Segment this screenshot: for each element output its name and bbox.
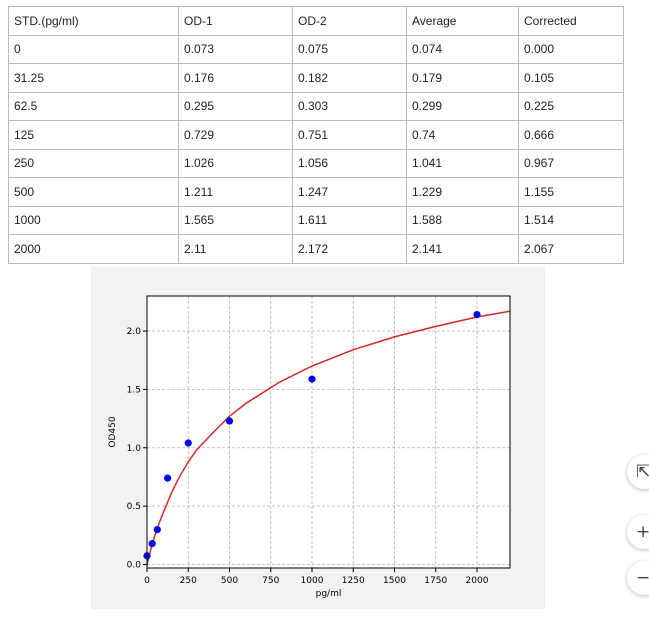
plot-area: [147, 296, 510, 568]
table-cell: 0.225: [518, 91, 624, 121]
x-tick-label: 2000: [466, 576, 489, 586]
zoom-out-button[interactable]: −: [627, 561, 649, 595]
data-point: [153, 525, 161, 534]
table-row: 31.25 0.176 0.182 0.179 0.105: [8, 63, 624, 93]
table-row: 500 1.211 1.247 1.229 1.155: [8, 177, 624, 207]
header-cell: OD-1: [178, 6, 293, 36]
table-cell: 1.247: [292, 177, 407, 207]
y-axis-label: OD450: [108, 416, 118, 447]
table-cell: 0.105: [518, 63, 624, 93]
table-cell: 1.588: [406, 205, 519, 235]
table-cell: 0.179: [406, 63, 519, 93]
table-cell: 0.74: [406, 120, 519, 150]
x-tick-label: 0: [144, 576, 150, 586]
table-cell: 62.5: [8, 91, 179, 121]
table-cell: 500: [8, 177, 179, 207]
data-point: [148, 540, 156, 548]
table-body: STD.(pg/ml) OD-1 OD-2 Average Corrected 0 0.07…: [8, 6, 624, 264]
x-axis-label: pg/ml: [316, 589, 342, 599]
zoom-in-button[interactable]: +: [627, 515, 649, 549]
table-row: 2000 2.11 2.172 2.141 2.067: [8, 234, 624, 264]
table-cell: 0.666: [518, 120, 624, 150]
header-cell: Average: [406, 6, 519, 36]
table-cell: 125: [8, 120, 179, 150]
minus-icon: −: [636, 568, 649, 588]
table-cell: 0.073: [178, 34, 293, 64]
data-point: [308, 375, 316, 383]
table-cell: 2.141: [406, 234, 519, 264]
header-cell: STD.(pg/ml): [8, 6, 179, 36]
table-cell: 0: [8, 34, 179, 64]
table-header-row: STD.(pg/ml) OD-1 OD-2 Average Corrected: [8, 6, 624, 36]
y-tick-label: 1.5: [127, 385, 141, 395]
table-cell: 0.176: [178, 63, 293, 93]
table-row: 1000 1.565 1.611 1.588 1.514: [8, 205, 624, 235]
standard-curve-chart: 0 250 500 750 1000 1250 1500 1750 2000 0.0 0.5 1.0 1…: [91, 267, 545, 609]
table-row: 62.5 0.295 0.303 0.299 0.225: [8, 91, 624, 121]
y-tick-label: 0.0: [127, 560, 142, 570]
table-cell: 1.565: [178, 205, 293, 235]
table-cell: 31.25: [8, 63, 179, 93]
x-tick-label: 1500: [383, 576, 406, 586]
data-point: [164, 474, 172, 482]
table-cell: 0.074: [406, 34, 519, 64]
x-tick-label: 1000: [301, 576, 324, 586]
move-glyph: ⇱: [636, 462, 649, 482]
table-cell: 0.000: [518, 34, 624, 64]
standard-curve-table: STD.(pg/ml) OD-1 OD-2 Average Corrected 0 0.07…: [8, 6, 624, 264]
table-cell: 1.155: [518, 177, 624, 207]
move-icon[interactable]: ⇱: [627, 455, 649, 489]
table-cell: 0.295: [178, 91, 293, 121]
table-cell: 250: [8, 148, 179, 178]
plot-frame: [146, 295, 511, 569]
table-cell: 1.211: [178, 177, 293, 207]
table-cell: 0.299: [406, 91, 519, 121]
table-row: 125 0.729 0.751 0.74 0.666: [8, 120, 624, 150]
table-cell: 0.967: [518, 148, 624, 178]
chart-svg: 0 250 500 750 1000 1250 1500 1750 2000 0.0 0.5 1.0 1…: [108, 295, 511, 599]
y-tick-label: 0.5: [127, 502, 141, 512]
table-cell: 1.611: [292, 205, 407, 235]
y-tick-label: 2.0: [127, 327, 142, 337]
table-cell: 1.056: [292, 148, 407, 178]
table-cell: 2.172: [292, 234, 407, 264]
table-cell: 2.11: [178, 234, 293, 264]
table-cell: 0.303: [292, 91, 407, 121]
data-point: [473, 310, 481, 319]
x-tick-label: 750: [262, 576, 279, 586]
x-tick-label: 1250: [342, 576, 365, 586]
table-row: 0 0.073 0.075 0.074 0.000: [8, 34, 624, 64]
table-cell: 1.041: [406, 148, 519, 178]
table-cell: 0.729: [178, 120, 293, 150]
table-cell: 0.075: [292, 34, 407, 64]
plus-icon: +: [636, 522, 649, 542]
table-cell: 1.026: [178, 148, 293, 178]
fit-curve-line: [146, 310, 511, 565]
x-tick-label: 250: [180, 576, 197, 586]
x-tick-label: 500: [221, 576, 238, 586]
header-cell: Corrected: [518, 6, 624, 36]
table-cell: 2.067: [518, 234, 624, 264]
data-point: [184, 439, 192, 447]
table-cell: 1000: [8, 205, 179, 235]
table-cell: 1.514: [518, 205, 624, 235]
table-cell: 0.182: [292, 63, 407, 93]
x-tick-label: 1750: [424, 576, 447, 586]
data-point: [225, 417, 234, 425]
header-cell: OD-2: [292, 6, 407, 36]
table-row: 250 1.026 1.056 1.041 0.967: [8, 148, 624, 178]
y-tick-label: 1.0: [127, 444, 142, 454]
table-cell: 2000: [8, 234, 179, 264]
table-cell: 0.751: [292, 120, 407, 150]
table-cell: 1.229: [406, 177, 519, 207]
